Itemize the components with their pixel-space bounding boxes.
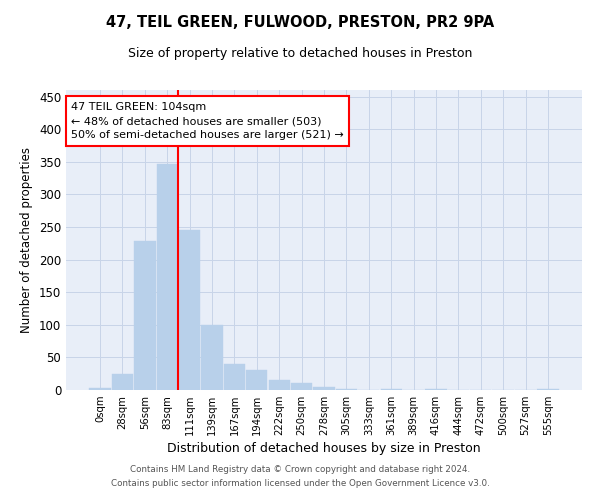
Bar [269,380,290,390]
Bar [336,388,357,390]
Bar [134,242,155,390]
Y-axis label: Number of detached properties: Number of detached properties [20,147,34,333]
Bar [425,388,446,390]
Bar [202,325,223,390]
Text: Size of property relative to detached houses in Preston: Size of property relative to detached ho… [128,48,472,60]
Bar [89,388,111,390]
Text: Contains HM Land Registry data © Crown copyright and database right 2024.
Contai: Contains HM Land Registry data © Crown c… [110,466,490,487]
Text: 47 TEIL GREEN: 104sqm
← 48% of detached houses are smaller (503)
50% of semi-det: 47 TEIL GREEN: 104sqm ← 48% of detached … [71,102,344,140]
Bar [112,374,133,390]
Bar [224,364,245,390]
Bar [179,230,200,390]
Bar [313,388,335,390]
Text: 47, TEIL GREEN, FULWOOD, PRESTON, PR2 9PA: 47, TEIL GREEN, FULWOOD, PRESTON, PR2 9P… [106,15,494,30]
X-axis label: Distribution of detached houses by size in Preston: Distribution of detached houses by size … [167,442,481,455]
Bar [246,370,268,390]
Bar [157,164,178,390]
Bar [537,388,559,390]
Bar [291,384,312,390]
